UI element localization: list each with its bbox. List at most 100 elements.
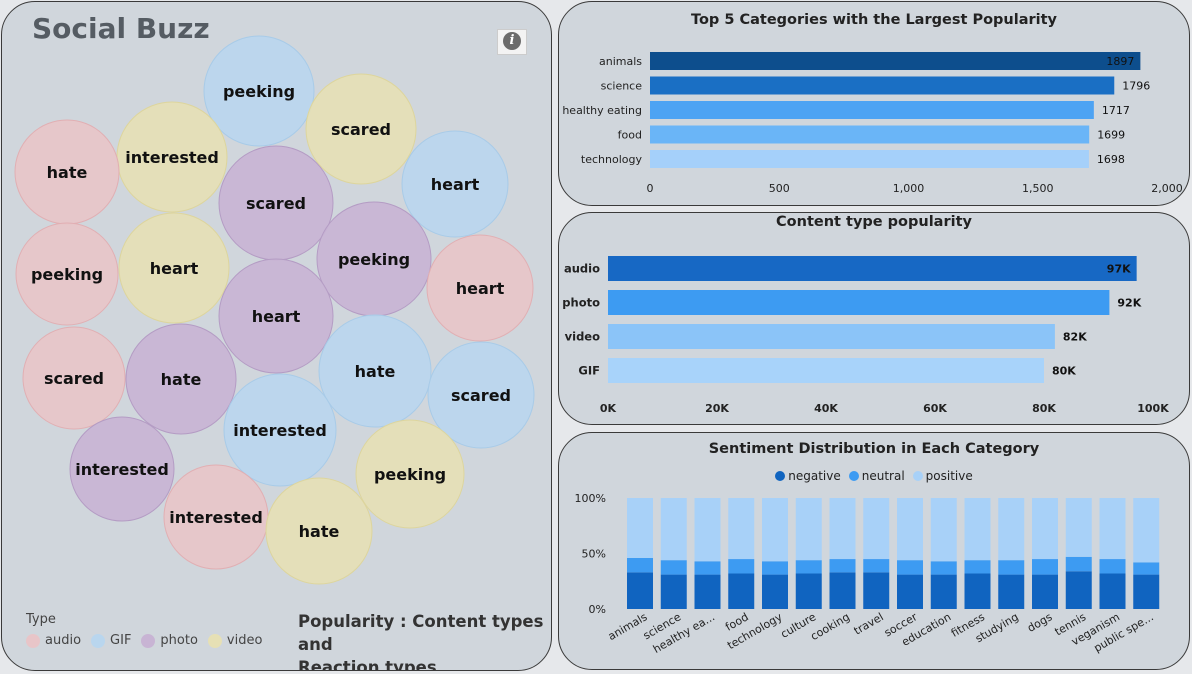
legend-item-video[interactable]: video bbox=[207, 633, 262, 648]
bar-segment bbox=[627, 498, 653, 558]
caption-line: Popularity : Content types and bbox=[298, 612, 544, 654]
bar-segment bbox=[795, 573, 822, 609]
bar-segment bbox=[795, 498, 822, 561]
x-tick-label: animals bbox=[606, 610, 650, 643]
bubble: peeking bbox=[203, 35, 315, 147]
legend-dot-audio bbox=[26, 633, 40, 648]
bubble-circle bbox=[203, 35, 315, 147]
bar-segment bbox=[627, 572, 653, 609]
bar-segment bbox=[1032, 498, 1058, 560]
bar bbox=[650, 52, 1141, 70]
data-label: 97K bbox=[1107, 263, 1131, 276]
legend-item-gif[interactable]: GIF bbox=[91, 633, 131, 648]
bar-segment bbox=[1133, 574, 1160, 609]
legend-item-photo[interactable]: photo bbox=[141, 633, 198, 648]
bar-segment bbox=[694, 574, 721, 609]
y-tick-label: 100% bbox=[575, 492, 606, 505]
bar-segment bbox=[998, 574, 1025, 609]
bubble: interested bbox=[116, 101, 228, 213]
content-type-panel: Content type popularity audio 97K photo 92K… bbox=[558, 212, 1190, 425]
bubble-circle bbox=[427, 341, 535, 449]
y-tick-label: 50% bbox=[582, 548, 606, 561]
bar bbox=[608, 324, 1055, 349]
bubble-chart: peeking scared interested hate scared heart pe… bbox=[14, 35, 535, 585]
category-label: photo bbox=[562, 296, 600, 310]
bubble-circle bbox=[305, 73, 417, 185]
data-label: 1699 bbox=[1097, 129, 1125, 142]
legend-item-audio[interactable]: audio bbox=[26, 633, 81, 648]
legend-dot-gif bbox=[91, 633, 106, 648]
bubble-circle bbox=[223, 373, 337, 487]
x-tick-label: 60K bbox=[923, 402, 947, 415]
bubble-circle bbox=[426, 234, 534, 342]
bar-segment bbox=[1099, 498, 1126, 560]
bar-segment bbox=[1032, 559, 1058, 575]
bar-segment bbox=[660, 498, 687, 561]
bubble-label: scared bbox=[44, 369, 104, 388]
bar-segment bbox=[660, 574, 687, 609]
x-tick-label: 2,000 bbox=[1151, 182, 1183, 195]
bar-segment bbox=[964, 498, 991, 561]
app-title: Social Buzz bbox=[32, 12, 210, 45]
data-label: 1717 bbox=[1102, 104, 1130, 117]
data-label: 1698 bbox=[1097, 153, 1125, 166]
bar bbox=[608, 290, 1110, 315]
category-label: food bbox=[618, 129, 642, 142]
bar-segment bbox=[930, 561, 957, 575]
bar-segment bbox=[728, 559, 755, 574]
bubble-label: scared bbox=[451, 386, 511, 405]
bubble-label: hate bbox=[299, 522, 340, 541]
data-label: 80K bbox=[1052, 365, 1076, 378]
bar-segment bbox=[964, 560, 991, 574]
top-categories-panel: Top 5 Categories with the Largest Popula… bbox=[558, 1, 1190, 206]
bar-segment bbox=[1133, 562, 1160, 575]
bar-segment bbox=[897, 560, 923, 575]
x-tick-label: 20K bbox=[705, 402, 729, 415]
bar-segment bbox=[863, 498, 890, 560]
bubble-circle bbox=[265, 477, 373, 585]
bubble: interested bbox=[163, 464, 269, 570]
bar bbox=[650, 76, 1115, 95]
x-tick-label: 100K bbox=[1137, 402, 1169, 415]
info-icon[interactable]: i bbox=[497, 29, 527, 55]
bar-segment bbox=[863, 572, 890, 609]
bubble-label: peeking bbox=[31, 265, 103, 284]
bar-segment bbox=[1133, 498, 1160, 563]
bubble: hate bbox=[318, 314, 432, 428]
chart-title: Content type popularity bbox=[776, 214, 972, 230]
bubble-label: interested bbox=[125, 148, 219, 167]
legend-item-positive[interactable]: positive bbox=[912, 469, 973, 483]
bubble-circle bbox=[355, 419, 465, 529]
legend-label: photo bbox=[160, 633, 198, 648]
bar-segment bbox=[728, 573, 755, 609]
bar-segment bbox=[1032, 574, 1058, 609]
bubble-chart-panel: Social Buzz i peeking scared interested hat… bbox=[1, 1, 552, 671]
bubble: peeking bbox=[355, 419, 465, 529]
bar-segment bbox=[728, 498, 755, 560]
category-label: audio bbox=[564, 262, 600, 276]
bar-segment bbox=[829, 572, 856, 609]
bubble-circle bbox=[318, 314, 432, 428]
legend-item-neutral[interactable]: neutral bbox=[848, 469, 905, 483]
legend-dot-video bbox=[207, 633, 222, 648]
bubble-circle bbox=[118, 212, 230, 324]
x-tick-label: 0K bbox=[600, 402, 617, 415]
legend-dot-negative bbox=[775, 471, 786, 481]
y-tick-label: 0% bbox=[589, 603, 606, 616]
x-tick-label: 1,000 bbox=[893, 182, 925, 195]
legend-item-negative[interactable]: negative bbox=[775, 469, 841, 483]
bubble: hate bbox=[125, 323, 237, 435]
bubble-chart-caption: Popularity : Content types and Reaction … bbox=[298, 610, 551, 670]
bubble-label: hate bbox=[47, 163, 88, 182]
bubble: heart bbox=[401, 130, 509, 238]
bubble: hate bbox=[265, 477, 373, 585]
bubble: peeking bbox=[316, 201, 432, 317]
bubble: scared bbox=[427, 341, 535, 449]
bar-segment bbox=[998, 560, 1025, 575]
bar-segment bbox=[930, 574, 957, 609]
legend-label: audio bbox=[45, 633, 82, 648]
content-type-chart: audio 97K photo 92K video 82K GIF 80K 0K 20K 40K 60… bbox=[562, 256, 1169, 415]
bubble-label: interested bbox=[233, 421, 327, 440]
x-tick-label: 1,500 bbox=[1022, 182, 1054, 195]
